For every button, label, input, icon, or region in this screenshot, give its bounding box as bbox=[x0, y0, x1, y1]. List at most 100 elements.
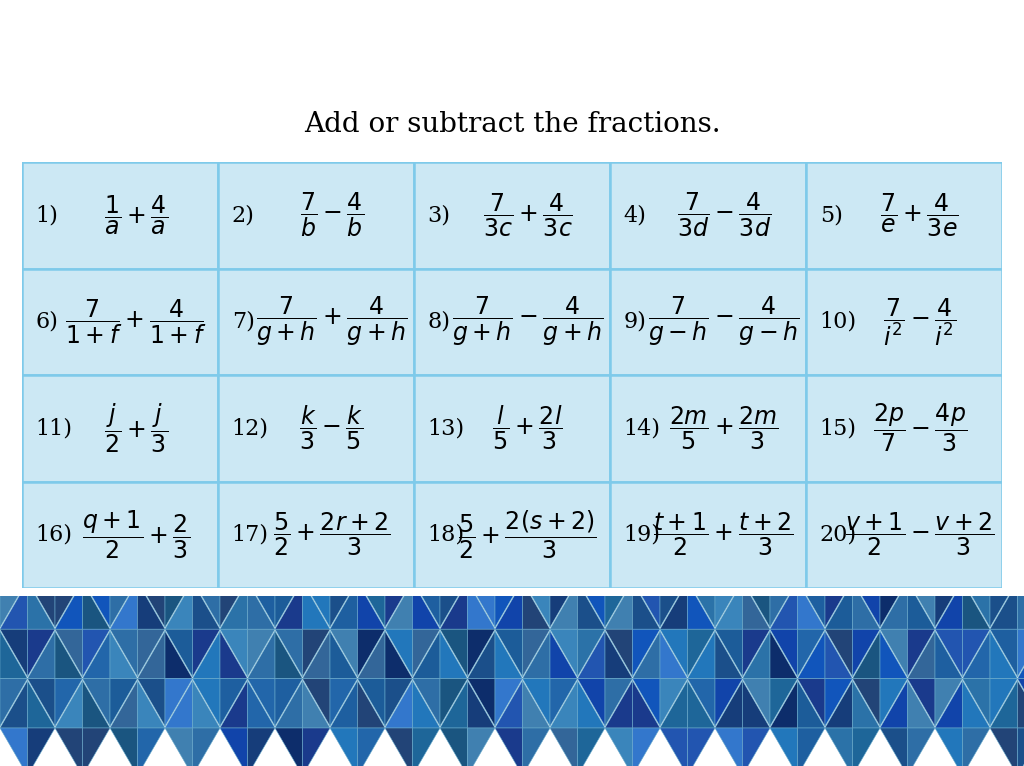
Polygon shape bbox=[825, 581, 853, 629]
Polygon shape bbox=[193, 631, 220, 679]
Polygon shape bbox=[660, 631, 687, 679]
Polygon shape bbox=[990, 728, 1018, 766]
Polygon shape bbox=[907, 483, 935, 530]
Polygon shape bbox=[578, 532, 605, 580]
Polygon shape bbox=[715, 532, 742, 580]
Polygon shape bbox=[440, 481, 468, 529]
Polygon shape bbox=[798, 581, 825, 629]
Polygon shape bbox=[220, 679, 248, 726]
Polygon shape bbox=[715, 629, 742, 676]
Polygon shape bbox=[742, 581, 770, 629]
Polygon shape bbox=[907, 680, 935, 728]
Polygon shape bbox=[83, 483, 110, 530]
Bar bbox=[414, 375, 610, 482]
Polygon shape bbox=[633, 631, 660, 679]
Polygon shape bbox=[357, 532, 385, 580]
Polygon shape bbox=[798, 679, 825, 726]
Polygon shape bbox=[770, 680, 798, 728]
Polygon shape bbox=[28, 631, 55, 679]
Polygon shape bbox=[28, 434, 55, 481]
Polygon shape bbox=[825, 532, 853, 580]
Polygon shape bbox=[1018, 530, 1024, 578]
Polygon shape bbox=[550, 532, 578, 580]
Polygon shape bbox=[302, 532, 330, 580]
Polygon shape bbox=[495, 530, 522, 578]
Polygon shape bbox=[275, 530, 302, 578]
Polygon shape bbox=[770, 679, 798, 726]
Polygon shape bbox=[687, 631, 715, 679]
Polygon shape bbox=[715, 631, 742, 679]
Polygon shape bbox=[578, 481, 605, 529]
Polygon shape bbox=[605, 679, 633, 726]
Polygon shape bbox=[825, 481, 853, 529]
Bar bbox=[610, 269, 806, 375]
Text: 6): 6) bbox=[36, 311, 58, 332]
Polygon shape bbox=[550, 679, 578, 726]
Polygon shape bbox=[440, 679, 468, 726]
Text: $\dfrac{v+1}{2}-\dfrac{v+2}{3}$: $\dfrac{v+1}{2}-\dfrac{v+2}{3}$ bbox=[845, 511, 994, 558]
Polygon shape bbox=[275, 629, 302, 676]
Polygon shape bbox=[193, 580, 220, 627]
Polygon shape bbox=[715, 434, 742, 481]
Polygon shape bbox=[55, 580, 83, 627]
Polygon shape bbox=[742, 532, 770, 580]
Polygon shape bbox=[413, 629, 440, 676]
Bar bbox=[610, 482, 806, 588]
Bar bbox=[218, 162, 414, 269]
Polygon shape bbox=[715, 581, 742, 629]
Polygon shape bbox=[935, 580, 963, 627]
Polygon shape bbox=[220, 631, 248, 679]
Polygon shape bbox=[907, 580, 935, 627]
Polygon shape bbox=[440, 728, 468, 766]
Polygon shape bbox=[248, 581, 275, 629]
Polygon shape bbox=[742, 679, 770, 726]
Polygon shape bbox=[413, 580, 440, 627]
Polygon shape bbox=[357, 481, 385, 529]
Polygon shape bbox=[798, 629, 825, 676]
Polygon shape bbox=[935, 680, 963, 728]
Polygon shape bbox=[137, 532, 165, 580]
Polygon shape bbox=[770, 483, 798, 530]
Polygon shape bbox=[853, 434, 880, 481]
Polygon shape bbox=[963, 581, 990, 629]
Polygon shape bbox=[357, 728, 385, 766]
Polygon shape bbox=[742, 629, 770, 676]
Polygon shape bbox=[385, 481, 413, 529]
Polygon shape bbox=[935, 434, 963, 481]
Polygon shape bbox=[248, 679, 275, 726]
Polygon shape bbox=[440, 483, 468, 530]
Polygon shape bbox=[468, 481, 495, 529]
Polygon shape bbox=[963, 530, 990, 578]
Polygon shape bbox=[495, 434, 522, 481]
Polygon shape bbox=[468, 532, 495, 580]
Polygon shape bbox=[687, 434, 715, 481]
Polygon shape bbox=[137, 728, 165, 766]
Polygon shape bbox=[550, 728, 578, 766]
Polygon shape bbox=[522, 530, 550, 578]
Polygon shape bbox=[275, 483, 302, 530]
Polygon shape bbox=[660, 530, 687, 578]
Text: 16): 16) bbox=[36, 524, 73, 545]
Polygon shape bbox=[385, 728, 413, 766]
Polygon shape bbox=[495, 629, 522, 676]
Polygon shape bbox=[28, 728, 55, 766]
Polygon shape bbox=[935, 483, 963, 530]
Polygon shape bbox=[825, 483, 853, 530]
Polygon shape bbox=[220, 481, 248, 529]
Polygon shape bbox=[880, 631, 907, 679]
Polygon shape bbox=[578, 629, 605, 676]
Polygon shape bbox=[440, 532, 468, 580]
Bar bbox=[806, 482, 1002, 588]
Polygon shape bbox=[825, 631, 853, 679]
Polygon shape bbox=[55, 680, 83, 728]
Polygon shape bbox=[522, 580, 550, 627]
Polygon shape bbox=[550, 581, 578, 629]
Polygon shape bbox=[302, 581, 330, 629]
Bar bbox=[22, 375, 218, 482]
Polygon shape bbox=[715, 680, 742, 728]
Polygon shape bbox=[853, 580, 880, 627]
Polygon shape bbox=[330, 483, 357, 530]
Polygon shape bbox=[633, 483, 660, 530]
Polygon shape bbox=[687, 481, 715, 529]
Polygon shape bbox=[357, 631, 385, 679]
